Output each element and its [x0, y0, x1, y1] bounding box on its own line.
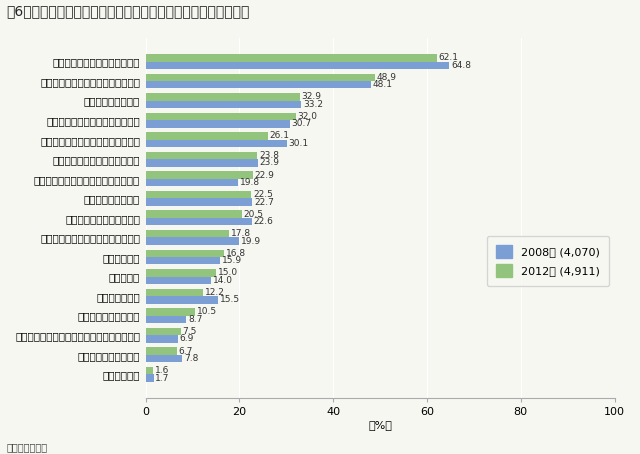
Text: 15.9: 15.9: [222, 256, 242, 265]
Bar: [145, 374, 154, 382]
Bar: [145, 81, 371, 89]
Text: 23.9: 23.9: [259, 158, 280, 168]
Bar: [145, 355, 182, 362]
Text: 22.5: 22.5: [253, 190, 273, 199]
Text: 22.6: 22.6: [253, 217, 273, 226]
Text: 30.7: 30.7: [291, 119, 312, 128]
Text: 12.2: 12.2: [205, 288, 225, 297]
Text: 19.8: 19.8: [240, 178, 260, 187]
Text: 48.9: 48.9: [377, 73, 397, 82]
Bar: [145, 308, 195, 316]
Text: 15.0: 15.0: [218, 268, 238, 277]
Text: 7.8: 7.8: [184, 354, 198, 363]
Text: 15.5: 15.5: [220, 295, 240, 304]
Text: 10.5: 10.5: [196, 307, 217, 316]
Bar: [145, 93, 300, 101]
Text: 20.5: 20.5: [244, 210, 264, 219]
Bar: [145, 159, 258, 167]
Bar: [145, 289, 203, 296]
Bar: [145, 198, 252, 206]
Bar: [145, 211, 242, 218]
Text: 26.1: 26.1: [270, 132, 290, 140]
Text: 7.5: 7.5: [182, 327, 197, 336]
Bar: [145, 54, 436, 61]
Text: 64.8: 64.8: [451, 61, 471, 70]
Text: 62.1: 62.1: [438, 53, 459, 62]
Text: 8.7: 8.7: [188, 315, 203, 324]
Bar: [145, 347, 177, 355]
Bar: [145, 328, 180, 335]
Text: 23.8: 23.8: [259, 151, 279, 160]
Text: 48.1: 48.1: [373, 80, 393, 89]
Bar: [145, 171, 253, 179]
Text: 14.0: 14.0: [213, 276, 233, 285]
Legend: 2008年 (4,070), 2012年 (4,911): 2008年 (4,070), 2012年 (4,911): [487, 236, 609, 286]
Text: 16.8: 16.8: [226, 249, 246, 258]
Text: 6.9: 6.9: [180, 335, 194, 343]
Bar: [145, 237, 239, 245]
Bar: [145, 276, 211, 284]
X-axis label: （%）: （%）: [368, 420, 392, 430]
Bar: [145, 250, 225, 257]
Bar: [145, 152, 257, 159]
Bar: [145, 316, 186, 323]
Bar: [145, 140, 287, 147]
Bar: [145, 218, 252, 225]
Bar: [145, 257, 220, 264]
Bar: [145, 296, 218, 304]
Bar: [145, 113, 296, 120]
Text: 22.9: 22.9: [255, 171, 275, 180]
Bar: [145, 269, 216, 276]
Text: 19.9: 19.9: [241, 237, 261, 246]
Text: 22.7: 22.7: [254, 197, 274, 207]
Bar: [145, 230, 229, 237]
Bar: [145, 101, 301, 108]
Text: 30.1: 30.1: [289, 139, 308, 148]
Bar: [145, 74, 375, 81]
Text: 図6　受験する大学・学部を決める際に重視した点（経年比較）: 図6 受験する大学・学部を決める際に重視した点（経年比較）: [6, 5, 250, 19]
Text: 注）複数回答。: 注）複数回答。: [6, 442, 47, 452]
Text: 32.9: 32.9: [301, 93, 322, 101]
Bar: [145, 61, 449, 69]
Bar: [145, 120, 289, 128]
Bar: [145, 367, 153, 374]
Text: 1.6: 1.6: [155, 366, 170, 375]
Bar: [145, 191, 251, 198]
Text: 17.8: 17.8: [231, 229, 251, 238]
Text: 32.0: 32.0: [298, 112, 317, 121]
Text: 1.7: 1.7: [156, 374, 170, 383]
Bar: [145, 132, 268, 140]
Text: 6.7: 6.7: [179, 346, 193, 355]
Bar: [145, 335, 178, 343]
Text: 33.2: 33.2: [303, 100, 323, 109]
Bar: [145, 179, 239, 186]
